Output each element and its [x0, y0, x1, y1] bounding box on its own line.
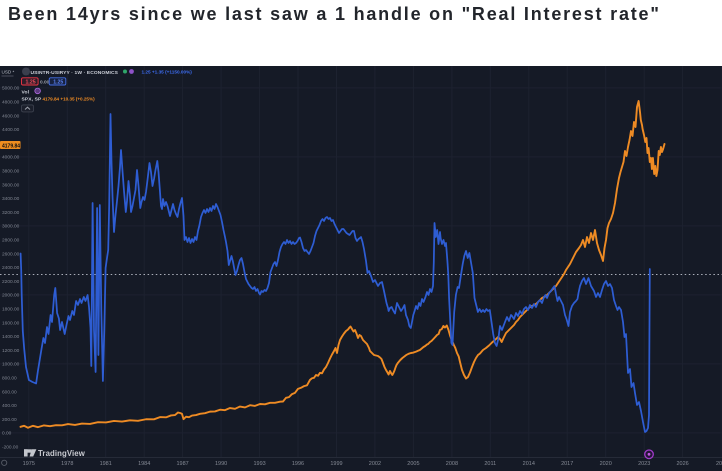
svg-text:4179.84: 4179.84 [2, 143, 20, 149]
svg-text:3200.00: 3200.00 [2, 210, 20, 216]
svg-text:3800.00: 3800.00 [2, 169, 20, 175]
svg-text:1981: 1981 [100, 461, 112, 467]
svg-text:1.25: 1.25 [53, 79, 63, 85]
svg-text:1400.00: 1400.00 [2, 334, 20, 340]
svg-text:2014: 2014 [523, 461, 535, 467]
svg-text:1.25 +1.35 (+1150.00%): 1.25 +1.35 (+1150.00%) [142, 70, 193, 75]
svg-text:SPX, SP: SPX, SP [22, 97, 42, 103]
svg-text:2000.00: 2000.00 [2, 293, 20, 299]
svg-text:4000.00: 4000.00 [2, 155, 20, 161]
svg-text:4800.00: 4800.00 [2, 100, 20, 106]
svg-text:1600.00: 1600.00 [2, 320, 20, 326]
svg-text:2026: 2026 [676, 461, 688, 467]
svg-text:2400.00: 2400.00 [2, 265, 20, 271]
svg-text:800.00: 800.00 [2, 376, 17, 382]
svg-text:600.00: 600.00 [2, 389, 17, 395]
svg-text:1996: 1996 [292, 461, 304, 467]
svg-text:1978: 1978 [61, 461, 73, 467]
svg-text:1993: 1993 [253, 461, 265, 467]
svg-text:1975: 1975 [23, 461, 35, 467]
svg-text:2600.00: 2600.00 [2, 251, 20, 257]
svg-text:Vol: Vol [22, 89, 30, 95]
svg-text:1000.00: 1000.00 [2, 362, 20, 368]
svg-text:USINTR-USIRYY · 1W · ECONOMICS: USINTR-USIRYY · 1W · ECONOMICS [31, 70, 119, 76]
svg-text:2200.00: 2200.00 [2, 279, 20, 285]
svg-text:20: 20 [716, 461, 722, 467]
svg-text:1.25: 1.25 [26, 79, 36, 85]
svg-text:1987: 1987 [176, 461, 188, 467]
svg-text:2008: 2008 [446, 461, 458, 467]
svg-text:1800.00: 1800.00 [2, 307, 20, 313]
svg-text:5000.00: 5000.00 [2, 86, 20, 92]
svg-text:2023: 2023 [638, 461, 650, 467]
svg-text:2011: 2011 [484, 461, 496, 467]
svg-text:2005: 2005 [407, 461, 419, 467]
svg-text:TradingView: TradingView [38, 449, 86, 458]
svg-text:2800.00: 2800.00 [2, 238, 20, 244]
svg-text:4179.84 +10.35 (+0.25%): 4179.84 +10.35 (+0.25%) [43, 96, 96, 101]
svg-text:3000.00: 3000.00 [2, 224, 20, 230]
svg-text:3600.00: 3600.00 [2, 182, 20, 188]
svg-text:4600.00: 4600.00 [2, 113, 20, 119]
svg-text:0.00: 0.00 [2, 431, 12, 437]
svg-text:2017: 2017 [561, 461, 573, 467]
svg-text:4400.00: 4400.00 [2, 127, 20, 133]
svg-text:USD *: USD * [2, 69, 15, 74]
svg-text:2002: 2002 [369, 461, 381, 467]
svg-text:1200.00: 1200.00 [2, 348, 20, 354]
svg-text:0.00: 0.00 [40, 79, 50, 85]
svg-text:200.00: 200.00 [2, 417, 17, 423]
svg-text:400.00: 400.00 [2, 403, 17, 409]
svg-text:2020: 2020 [600, 461, 612, 467]
svg-text:1999: 1999 [330, 461, 342, 467]
svg-text:-200.00: -200.00 [2, 445, 19, 451]
svg-text:1984: 1984 [138, 461, 150, 467]
svg-text:1990: 1990 [215, 461, 227, 467]
svg-text:3400.00: 3400.00 [2, 196, 20, 202]
